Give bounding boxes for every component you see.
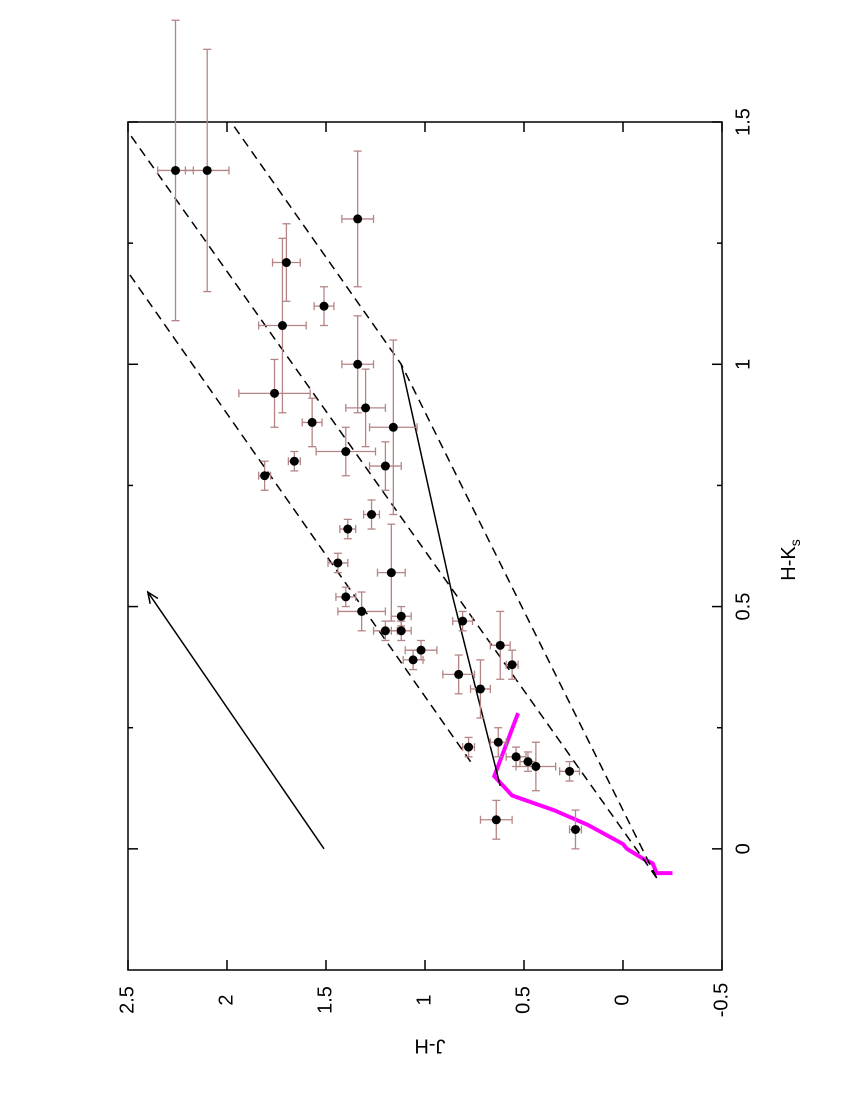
data-point (270, 388, 280, 398)
y-tick-label: 2 (215, 994, 237, 1005)
data-point (343, 524, 353, 534)
curve (400, 364, 501, 787)
data-point (386, 568, 396, 578)
arrow-head (146, 590, 159, 604)
data-point (507, 660, 517, 670)
data-point (357, 606, 367, 616)
data-point (341, 592, 351, 602)
data-point (367, 510, 377, 520)
x-tick-label: 0 (732, 843, 754, 854)
data-point (388, 422, 398, 432)
data-point (458, 616, 468, 626)
x-axis-title-subscript: s (787, 539, 803, 546)
data-point (353, 359, 363, 369)
y-tick-label: 1.5 (314, 986, 336, 1014)
data-point (289, 456, 299, 466)
data-point (341, 447, 351, 457)
data-point (570, 824, 580, 834)
data-point (454, 669, 464, 679)
data-point (523, 757, 533, 767)
data-point (493, 737, 503, 747)
data-point (396, 611, 406, 621)
data-point (396, 626, 406, 636)
data-point (380, 461, 390, 471)
x-tick-label: 1.5 (732, 108, 754, 136)
data-point (361, 403, 371, 413)
data-point (319, 301, 329, 311)
x-tick-label: 0.5 (732, 593, 754, 621)
y-axis-title: J-H (414, 1035, 445, 1057)
data-point (475, 684, 485, 694)
x-tick-label: 1 (732, 359, 754, 370)
x-axis-title: H-Ks (778, 539, 802, 580)
data-point (464, 742, 474, 752)
curve (491, 712, 673, 876)
data-point (277, 321, 287, 331)
data-point (202, 165, 212, 175)
data-point (511, 752, 521, 762)
data-point (260, 471, 270, 481)
reddening-arrow (147, 591, 325, 850)
data-point (495, 640, 505, 650)
y-tick-label: 0.5 (512, 986, 534, 1014)
data-point (416, 645, 426, 655)
rotated-plot: H-Ks J-H 0 0.5 1 1.5 -0.5 0 0.5 1 1.5 2 2.5 (116, 19, 803, 1057)
data-point (171, 165, 181, 175)
x-axis-title-main: H-K (778, 546, 800, 581)
data-point (333, 558, 343, 568)
curve (127, 131, 658, 879)
curve (230, 121, 658, 879)
data-point (281, 258, 291, 268)
curve (127, 271, 472, 763)
data-point (408, 655, 418, 665)
y-tick-label: 1 (413, 994, 435, 1005)
data-point (531, 761, 541, 771)
y-tick-label: -0.5 (710, 983, 732, 1017)
y-tick-label: 2.5 (116, 986, 138, 1014)
y-tick-label: 0 (611, 994, 633, 1005)
data-point (491, 815, 501, 825)
data-point (353, 214, 363, 224)
data-point (565, 766, 575, 776)
data-point (380, 626, 390, 636)
data-point (307, 417, 317, 427)
